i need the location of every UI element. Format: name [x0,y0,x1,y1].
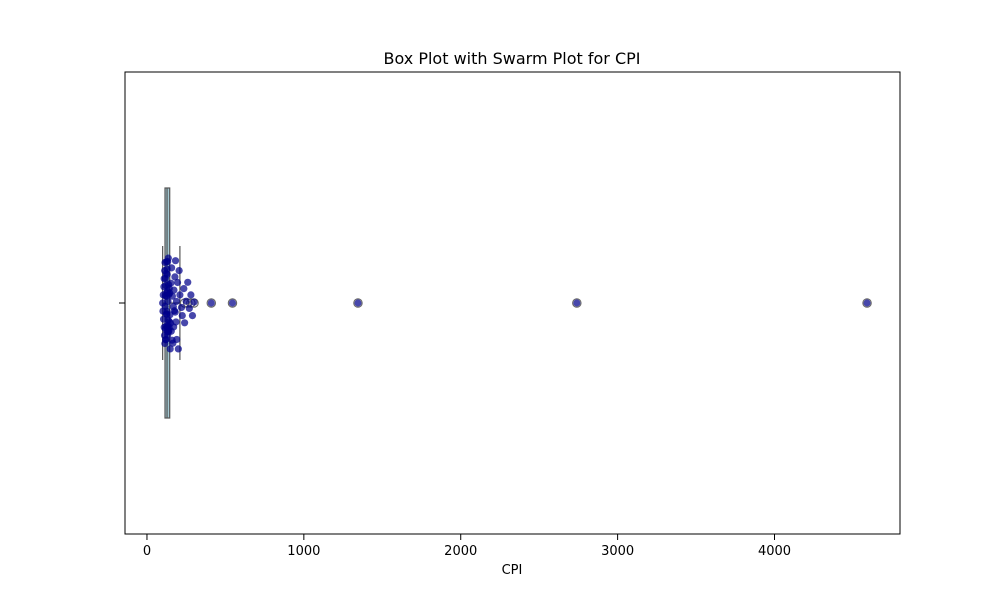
swarm-point [164,271,171,278]
swarm-point [172,318,179,325]
swarm-point [172,257,179,264]
swarm-point [168,264,175,271]
swarm-point [172,309,179,316]
swarm-point [180,285,187,292]
x-axis-label: CPI [502,563,523,578]
swarm-point [186,305,193,312]
swarm-point [173,298,180,305]
x-tick-label: 2000 [444,544,477,559]
swarm-point [176,267,183,274]
swarm-point [173,336,180,343]
swarm-point [863,299,870,306]
x-tick-label: 4000 [758,544,791,559]
swarm-point [176,291,183,298]
swarm-point [190,299,197,306]
swarm-point [181,319,188,326]
x-tick-label: 3000 [601,544,634,559]
swarm-point [170,286,177,293]
swarm-point [208,299,215,306]
swarm-point [174,279,181,286]
swarm-point [183,298,190,305]
x-tick-label: 0 [143,544,151,559]
swarm-point [179,312,186,319]
swarm-point [178,304,185,311]
swarm-point [229,299,236,306]
swarm-point [167,280,174,287]
swarm-point [175,345,182,352]
swarm-point [165,255,172,262]
swarm-point [184,279,191,286]
swarm-point [573,299,580,306]
x-tick-label: 1000 [287,544,320,559]
chart-title: Box Plot with Swarm Plot for CPI [384,49,641,68]
swarm-point [189,312,196,319]
swarm-point [187,291,194,298]
swarm-point [354,299,361,306]
